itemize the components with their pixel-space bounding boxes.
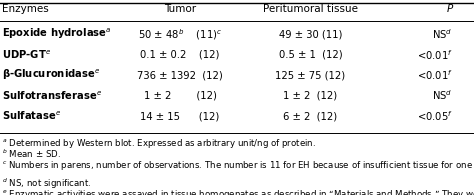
Text: 736 ± 1392  (12): 736 ± 1392 (12) — [137, 70, 223, 80]
Text: Epoxide hydrolase$^a$: Epoxide hydrolase$^a$ — [2, 27, 112, 41]
Text: 125 ± 75 (12): 125 ± 75 (12) — [275, 70, 346, 80]
Text: <0.01$^f$: <0.01$^f$ — [417, 48, 453, 61]
Text: β-Glucuronidase$^e$: β-Glucuronidase$^e$ — [2, 68, 100, 82]
Text: <0.05$^f$: <0.05$^f$ — [417, 109, 453, 123]
Text: $^e$ Enzymatic activities were assayed in tissue homogenates as described in “Ma: $^e$ Enzymatic activities were assayed i… — [2, 188, 474, 195]
Text: 1 ± 2        (12): 1 ± 2 (12) — [144, 90, 217, 101]
Text: Tumor: Tumor — [164, 4, 196, 14]
Text: NS$^d$: NS$^d$ — [432, 27, 453, 41]
Text: NS$^d$: NS$^d$ — [432, 89, 453, 102]
Text: P: P — [447, 4, 453, 14]
Text: 0.5 ± 1  (12): 0.5 ± 1 (12) — [279, 50, 342, 60]
Text: Peritumoral tissue: Peritumoral tissue — [263, 4, 358, 14]
Text: $^a$ Determined by Western blot. Expressed as arbitrary unit/ng of protein.: $^a$ Determined by Western blot. Express… — [2, 136, 316, 150]
Text: 50 ± 48$^b$    (11)$^c$: 50 ± 48$^b$ (11)$^c$ — [138, 27, 222, 42]
Text: Enzymes: Enzymes — [2, 4, 49, 14]
Text: UDP-GT$^e$: UDP-GT$^e$ — [2, 48, 51, 61]
Text: Sulfatase$^e$: Sulfatase$^e$ — [2, 110, 62, 122]
Text: $^c$ Numbers in parens, number of observations. The number is 11 for EH because : $^c$ Numbers in parens, number of observ… — [2, 159, 474, 172]
Text: $^d$ NS, not significant.: $^d$ NS, not significant. — [2, 176, 92, 191]
Text: 6 ± 2  (12): 6 ± 2 (12) — [283, 111, 337, 121]
Text: 0.1 ± 0.2    (12): 0.1 ± 0.2 (12) — [140, 50, 220, 60]
Text: Sulfotransferase$^e$: Sulfotransferase$^e$ — [2, 89, 102, 102]
Text: <0.01$^f$: <0.01$^f$ — [417, 68, 453, 82]
Text: 1 ± 2  (12): 1 ± 2 (12) — [283, 90, 337, 101]
Text: 14 ± 15      (12): 14 ± 15 (12) — [140, 111, 220, 121]
Text: $^b$ Mean ± SD.: $^b$ Mean ± SD. — [2, 148, 61, 160]
Text: 49 ± 30 (11): 49 ± 30 (11) — [279, 29, 342, 39]
